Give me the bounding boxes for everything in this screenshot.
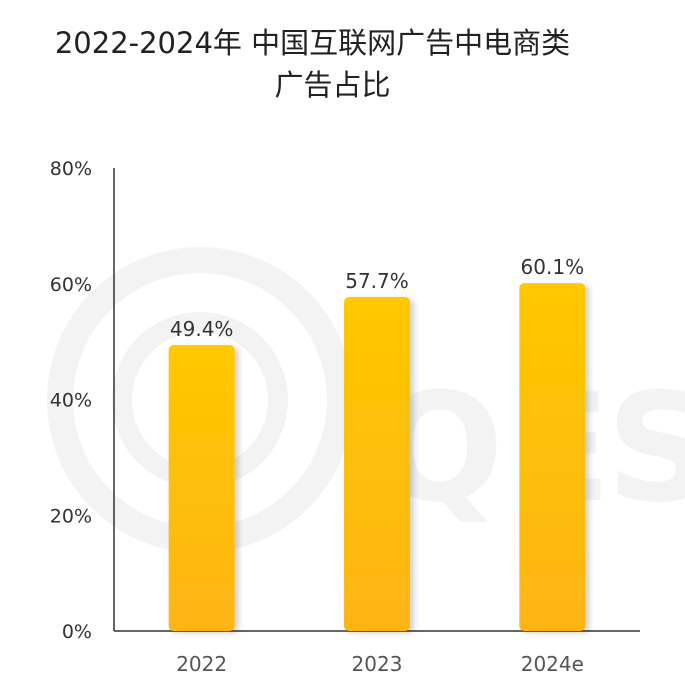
x-tick-label: 2023 bbox=[352, 652, 403, 676]
watermark-letter: S bbox=[606, 362, 685, 536]
chart-title-line-1: 2022-2024年 中国互联网广告中电商类 bbox=[54, 26, 571, 60]
bar-data-label: 57.7% bbox=[345, 269, 409, 293]
bar bbox=[168, 345, 235, 631]
y-tick-label: 20% bbox=[50, 505, 92, 527]
y-tick-label: 0% bbox=[62, 621, 92, 643]
x-tick-label: 2024e bbox=[521, 652, 584, 676]
bar bbox=[344, 297, 410, 631]
chart-title-line-2: 广告占比 bbox=[274, 68, 391, 102]
y-tick-label: 60% bbox=[50, 274, 92, 296]
bar bbox=[519, 283, 586, 631]
bar-data-label: 49.4% bbox=[170, 317, 234, 341]
chart-title: 2022-2024年 中国互联网广告中电商类 广告占比 bbox=[0, 22, 685, 106]
labels: 0% 20% 40% 60% 80% 49.4% 2022 57.7% 2023 60.1% 202… bbox=[50, 158, 584, 676]
y-tick-label: 80% bbox=[50, 158, 92, 180]
bar-data-label: 60.1% bbox=[521, 255, 585, 279]
x-tick-label: 2022 bbox=[176, 652, 227, 676]
bars bbox=[168, 283, 586, 631]
y-tick-label: 40% bbox=[50, 390, 92, 412]
